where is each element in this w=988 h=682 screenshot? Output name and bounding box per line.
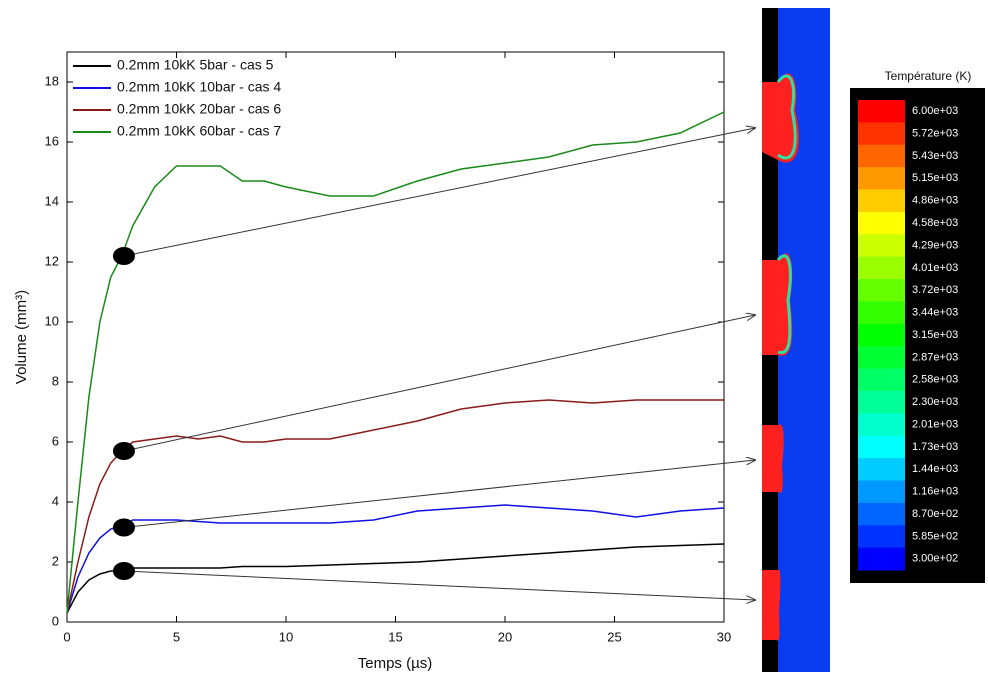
colorbar-label: 5.15e+03 — [912, 172, 958, 184]
x-tick-label: 5 — [173, 629, 180, 644]
colorbar-label: 2.87e+03 — [912, 351, 958, 363]
y-tick-label: 10 — [45, 313, 59, 328]
colorbar-band — [858, 547, 905, 571]
marker — [112, 247, 135, 265]
y-tick-label: 8 — [52, 373, 59, 388]
colorbar-band — [858, 390, 905, 414]
colorbar-label: 5.43e+03 — [912, 150, 958, 162]
colorbar-band — [858, 413, 905, 437]
marker — [112, 442, 135, 460]
y-axis-label: Volume (mm³) — [13, 290, 30, 384]
legend-label: 0.2mm 10kK 5bar - cas 5 — [117, 57, 274, 73]
colorbar-band — [858, 144, 905, 168]
colorbar-label: 5.85e+02 — [912, 530, 958, 542]
colorbar-band — [858, 100, 905, 123]
y-tick-label: 4 — [52, 493, 59, 508]
colorbar-band — [858, 279, 905, 302]
colorbar-label: 4.58e+03 — [912, 217, 958, 229]
colorbar-label: 2.01e+03 — [912, 418, 958, 430]
colorbar-label: 3.00e+02 — [912, 553, 958, 565]
colorbar-label: 2.58e+03 — [912, 374, 958, 386]
y-tick-label: 16 — [45, 133, 59, 148]
colorbar-band — [858, 189, 905, 213]
colorbar-label: 8.70e+02 — [912, 508, 958, 520]
marker — [112, 518, 135, 537]
series-line — [66, 111, 725, 614]
colorbar-band — [858, 234, 905, 258]
colorbar-band — [858, 346, 905, 370]
colorbar-band — [858, 167, 905, 191]
colorbar-label: 6.00e+03 — [912, 105, 958, 117]
simulation-image — [762, 8, 830, 672]
x-tick-label: 30 — [717, 629, 731, 644]
series-line — [66, 399, 724, 614]
colorbar-label: 3.72e+03 — [912, 284, 958, 296]
colorbar-label: 4.01e+03 — [912, 262, 958, 274]
y-tick-label: 18 — [45, 73, 59, 88]
series-line — [66, 543, 725, 614]
x-tick-label: 20 — [498, 629, 512, 644]
colorbar-label: 4.29e+03 — [912, 239, 958, 251]
colorbar-band — [858, 368, 905, 392]
marker — [112, 562, 135, 580]
colorbar-band — [858, 525, 905, 549]
y-tick-label: 6 — [52, 433, 59, 448]
colorbar-label: 2.30e+03 — [912, 396, 958, 408]
colorbar-label: 3.44e+03 — [912, 307, 958, 319]
colorbar-band — [858, 458, 905, 481]
x-tick-label: 25 — [607, 629, 621, 644]
colorbar-band — [858, 211, 905, 235]
colorbar-label: 5.72e+03 — [912, 127, 958, 139]
legend-label: 0.2mm 10kK 60bar - cas 7 — [117, 123, 281, 139]
annotation-arrow — [123, 315, 755, 452]
legend-label: 0.2mm 10kK 10bar - cas 4 — [117, 79, 281, 95]
colorbar-band — [858, 323, 905, 347]
annotation-arrow — [123, 128, 755, 257]
x-tick-label: 0 — [63, 629, 70, 644]
x-tick-label: 15 — [388, 629, 402, 644]
y-tick-label: 0 — [52, 613, 59, 628]
colorbar-label: 3.15e+03 — [912, 329, 958, 341]
y-tick-label: 12 — [45, 253, 59, 268]
legend-label: 0.2mm 10kK 20bar - cas 6 — [117, 101, 281, 117]
colorbar-label: 1.44e+03 — [912, 463, 958, 475]
colorbar-label: 1.73e+03 — [912, 441, 958, 453]
colorbar-band — [858, 502, 905, 526]
colorbar-label: 4.86e+03 — [912, 195, 958, 207]
colorbar-band — [858, 122, 905, 146]
colorbar-band — [858, 435, 905, 459]
annotation-arrow — [123, 460, 755, 528]
colorbar-label: 1.16e+03 — [912, 486, 958, 498]
y-tick-label: 2 — [52, 553, 59, 568]
colorbar-title: Température (K) — [885, 69, 972, 83]
y-tick-label: 14 — [45, 193, 59, 208]
colorbar-band — [858, 480, 905, 504]
annotation-arrow — [123, 570, 755, 600]
series-line — [66, 504, 725, 614]
x-tick-label: 10 — [279, 629, 293, 644]
x-axis-label: Temps (µs) — [358, 655, 432, 672]
colorbar-band — [858, 301, 905, 325]
colorbar-band — [858, 256, 905, 280]
